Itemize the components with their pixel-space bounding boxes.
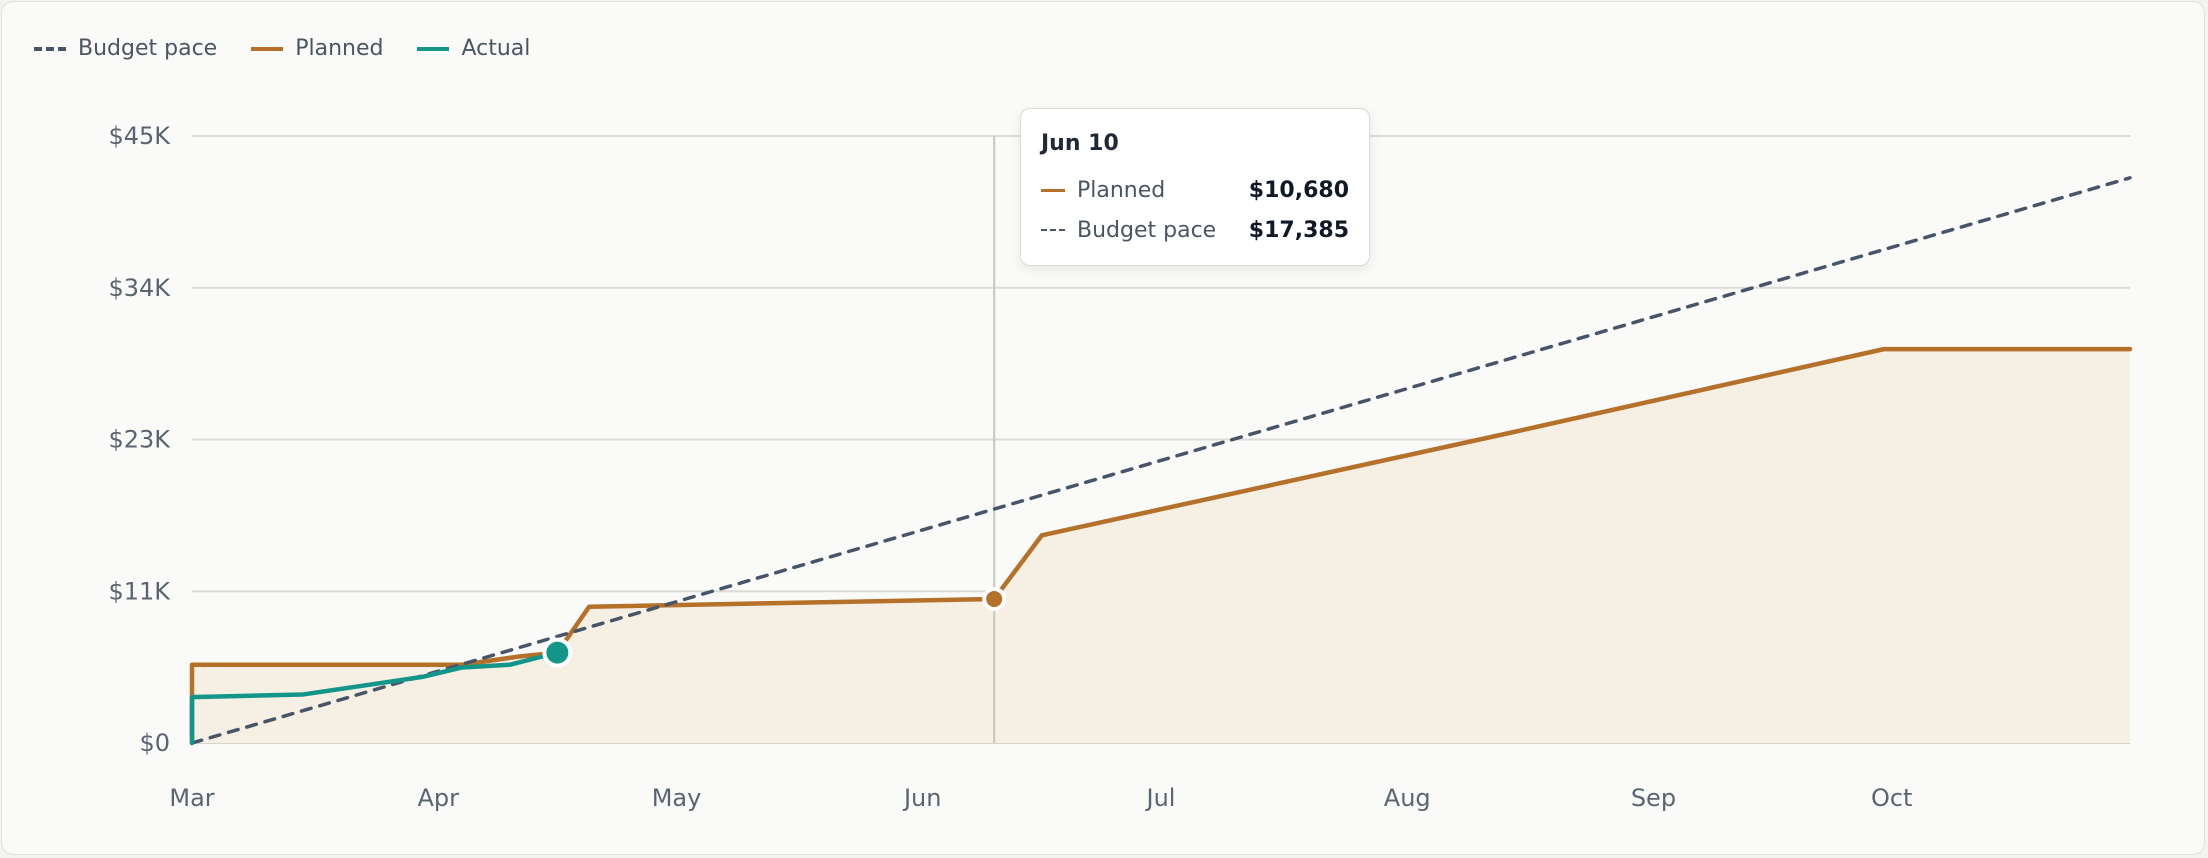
actual-swatch	[417, 46, 450, 51]
x-tick-label: Aug	[1384, 784, 1431, 812]
legend-label: Actual	[461, 36, 531, 61]
legend-label: Planned	[295, 36, 384, 61]
legend-item-actual[interactable]: Actual	[417, 36, 530, 61]
tooltip-row-label: Budget pace	[1077, 217, 1217, 243]
chart-tooltip: Jun 10 Planned $10,680 Budget pace $17,3…	[1020, 108, 1370, 266]
series-layer	[189, 176, 2133, 746]
y-tick-label: $34K	[108, 274, 171, 302]
x-tick-label: Mar	[169, 784, 214, 812]
actual-latest-marker	[546, 641, 569, 664]
planned-swatch	[1041, 188, 1065, 192]
x-tick-label: Oct	[1871, 784, 1913, 812]
tooltip-row-value: $10,680	[1248, 177, 1349, 203]
y-tick-label: $11K	[108, 577, 171, 605]
area-layer	[192, 349, 2130, 743]
chart-legend: Budget pace Planned Actual	[34, 36, 530, 61]
tooltip-date: Jun 10	[1041, 131, 1119, 156]
budget-pace-swatch	[34, 46, 66, 51]
y-tick-label: $45K	[108, 122, 171, 150]
legend-label: Budget pace	[78, 36, 218, 61]
y-tick-label: $23K	[108, 426, 171, 454]
budget-pace-swatch	[1041, 229, 1065, 231]
planned-hover-marker	[986, 590, 1003, 607]
marker-layer	[542, 586, 1007, 668]
tooltip-row-value: $17,385	[1248, 217, 1349, 243]
legend-item-budget-pace[interactable]: Budget pace	[34, 36, 217, 61]
tooltip-row-budget-pace: Budget pace $17,385	[1041, 210, 1349, 250]
tooltip-row-label: Planned	[1077, 177, 1166, 203]
x-tick-label: Jun	[902, 784, 942, 812]
tooltip-row-planned: Planned $10,680	[1041, 170, 1349, 210]
x-tick-label: Jul	[1145, 784, 1176, 812]
x-tick-label: May	[652, 784, 702, 812]
x-tick-label: Sep	[1631, 784, 1676, 812]
planned-swatch	[251, 46, 284, 51]
planned-line	[189, 346, 2133, 746]
budget-pace-line	[190, 176, 2132, 745]
x-tick-label: Apr	[417, 784, 459, 812]
label-layer: $0 $11K $23K $34K $45K Mar Apr May Jun Jul Aug Sep O…	[108, 122, 1912, 812]
legend-item-planned[interactable]: Planned	[251, 36, 383, 61]
planned-area	[192, 349, 2130, 743]
actual-line	[189, 650, 560, 746]
y-tick-label: $0	[139, 729, 170, 757]
